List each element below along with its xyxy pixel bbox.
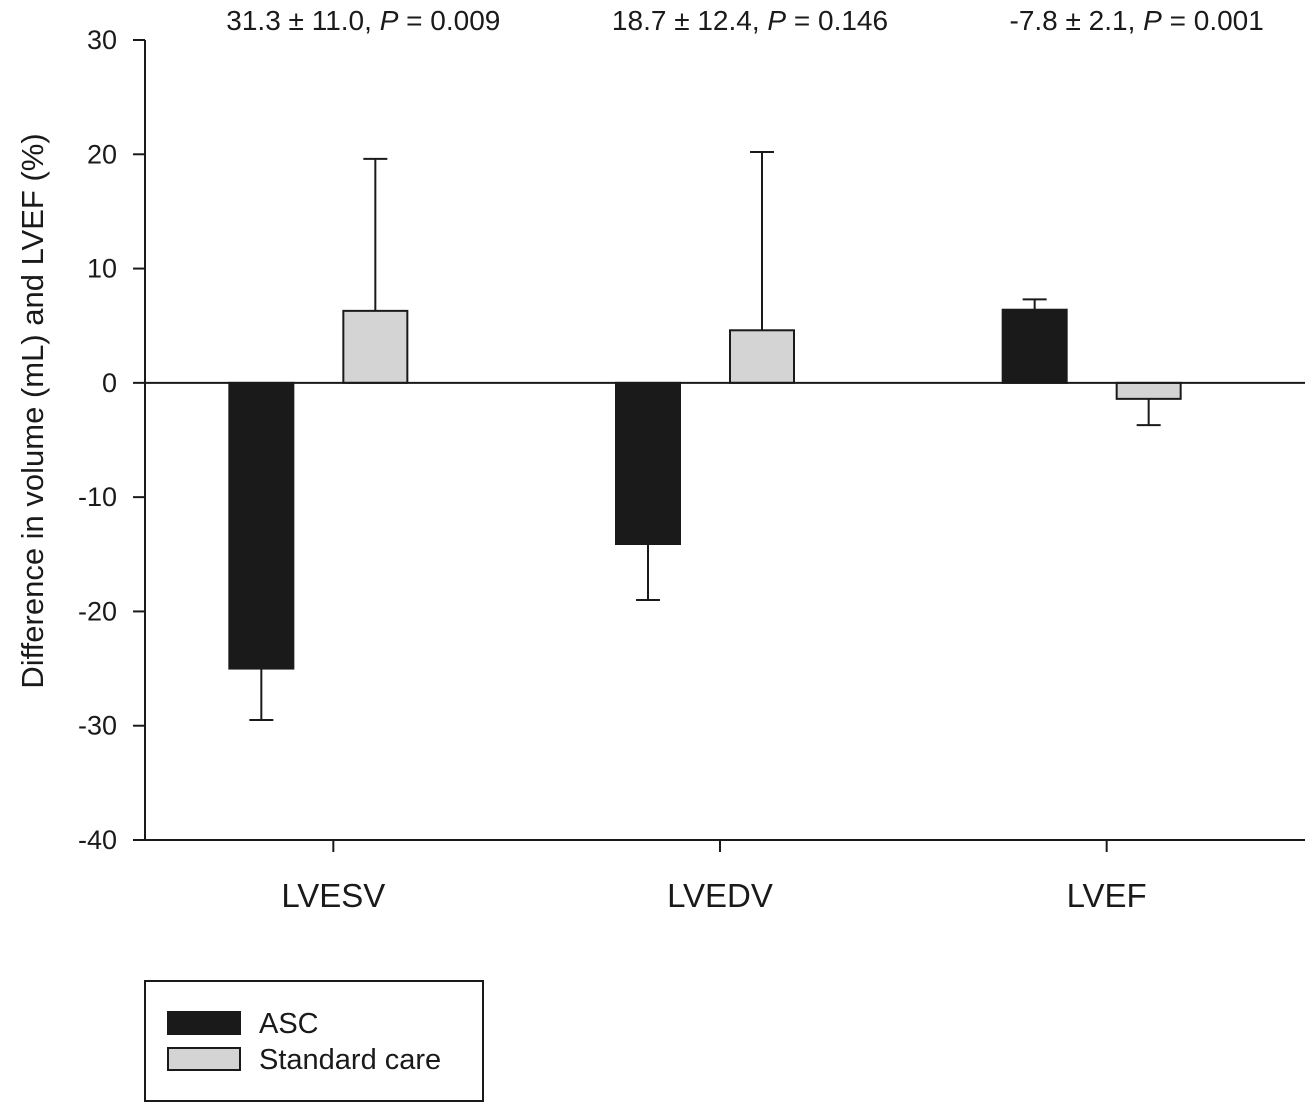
x-tick-label: LVEDV bbox=[667, 877, 773, 914]
y-axis-label: Difference in volume (mL) and LVEF (%) bbox=[15, 133, 50, 688]
legend-swatch-standard-care bbox=[167, 1047, 241, 1071]
bar-asc-lvesv bbox=[228, 381, 295, 670]
bar-standard-care-lvesv bbox=[342, 309, 409, 384]
y-tick-label: 10 bbox=[87, 254, 117, 284]
bars bbox=[228, 151, 1182, 721]
annotations: 31.3 ± 11.0, P = 0.009 18.7 ± 12.4, P = 0… bbox=[226, 5, 1264, 36]
y-tick-label: -30 bbox=[78, 711, 117, 741]
y-tick-label: -40 bbox=[78, 825, 117, 855]
annotation-lvesv: 31.3 ± 11.0, P = 0.009 bbox=[226, 5, 500, 36]
legend-label-standard-care: Standard care bbox=[259, 1044, 441, 1076]
legend: ASC Standard care bbox=[144, 980, 484, 1102]
bar-asc-lvef bbox=[1001, 308, 1068, 384]
bar-standard-care-lvef bbox=[1115, 381, 1182, 400]
y-tick-label: 30 bbox=[87, 25, 117, 55]
bar-standard-care-lvedv bbox=[729, 329, 795, 384]
legend-swatch-asc bbox=[167, 1011, 241, 1035]
legend-label-asc: ASC bbox=[259, 1008, 319, 1040]
legend-box bbox=[144, 980, 484, 1102]
x-ticks: LVESV LVEDV LVEF bbox=[281, 840, 1147, 914]
annotation-lvef: -7.8 ± 2.1, P = 0.001 bbox=[1010, 5, 1264, 36]
annotation-lvedv: 18.7 ± 12.4, P = 0.146 bbox=[612, 5, 888, 36]
y-axis: 30 20 10 0 -10 -20 -30 -40 bbox=[78, 25, 146, 855]
y-tick-label: 0 bbox=[102, 368, 117, 398]
y-tick-label: 20 bbox=[87, 139, 117, 169]
y-tick-label: -20 bbox=[78, 596, 117, 626]
x-tick-label: LVEF bbox=[1067, 877, 1147, 914]
y-tick-label: -10 bbox=[78, 482, 117, 512]
x-tick-label: LVESV bbox=[281, 877, 385, 914]
bar-asc-lvedv bbox=[615, 381, 681, 545]
